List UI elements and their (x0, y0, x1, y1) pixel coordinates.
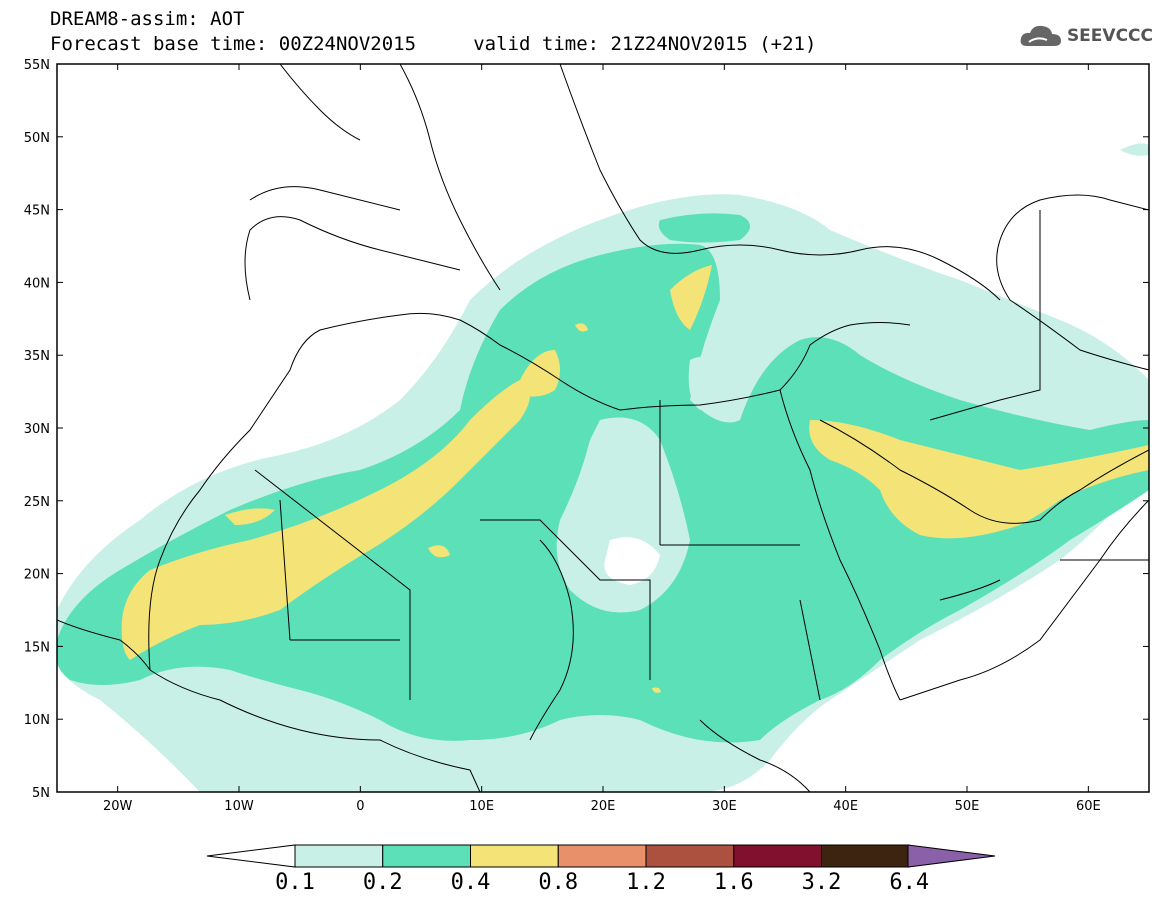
chart-title: DREAM8-assim: AOT (50, 8, 245, 30)
lat-label: 20N (24, 568, 50, 583)
lon-label: 50E (955, 799, 980, 814)
colorbar-box (821, 844, 910, 868)
latitude-labels: 55N 50N 45N 40N 35N 30N 25N 20N 15N 10N 5N (24, 58, 50, 801)
aot-field (57, 64, 1149, 792)
lat-label: 30N (24, 422, 50, 437)
lat-label: 5N (32, 786, 50, 801)
colorbar-boxes (294, 844, 910, 868)
aot-band-0.4 (121, 265, 1149, 693)
lon-label: 0 (356, 799, 364, 814)
lon-label: 20E (591, 799, 616, 814)
colorbar-box (645, 844, 735, 868)
lat-label: 15N (24, 640, 50, 655)
lat-label: 45N (24, 204, 50, 219)
colorbar-label: 0.4 (450, 870, 491, 895)
coastlines-borders (57, 64, 1149, 792)
lon-label: 30E (712, 799, 737, 814)
cloud-icon (1020, 25, 1061, 46)
colorbar-label: 0.1 (275, 870, 315, 895)
colorbar-over-arrow (907, 844, 996, 868)
longitude-labels: 20W 10W 0 10E 20E 30E 40E 50E 60E (103, 799, 1101, 814)
lon-label: 10W (224, 799, 254, 814)
axis-ticks (57, 63, 1149, 793)
seevccc-logo: SEEVCCC (1019, 22, 1153, 50)
lon-label: 60E (1076, 799, 1101, 814)
aot-below-0.1-pocket (604, 537, 660, 585)
colorbar-box (382, 844, 471, 868)
lat-label: 55N (24, 58, 50, 73)
lat-label: 40N (24, 276, 50, 291)
colorbar-label: 3.2 (801, 870, 842, 895)
logo-text: SEEVCCC (1066, 26, 1153, 46)
colorbar-box (470, 844, 559, 868)
colorbar-label: 0.8 (538, 870, 579, 895)
lat-label: 35N (24, 349, 50, 364)
colorbar-box (733, 844, 822, 868)
chart-subtitle: Forecast base time: 00Z24NOV2015 valid t… (50, 33, 817, 55)
lat-label: 25N (24, 495, 50, 510)
colorbar-label: 0.2 (362, 870, 403, 895)
colorbar-box (294, 844, 384, 868)
lon-label: 40E (833, 799, 858, 814)
lat-label: 10N (24, 713, 50, 728)
colorbar-box (557, 844, 647, 868)
colorbar-label: 6.4 (889, 870, 930, 895)
lon-label: 10E (469, 799, 494, 814)
colorbar-under-arrow (206, 844, 296, 868)
colorbar (206, 844, 996, 868)
lon-label: 20W (103, 799, 133, 814)
colorbar-label: 1.2 (626, 870, 666, 895)
colorbar-labels: 0.1 0.2 0.4 0.8 1.2 1.6 3.2 6.4 (0, 870, 1165, 900)
lat-label: 50N (24, 131, 50, 146)
colorbar-label: 1.6 (713, 870, 754, 895)
